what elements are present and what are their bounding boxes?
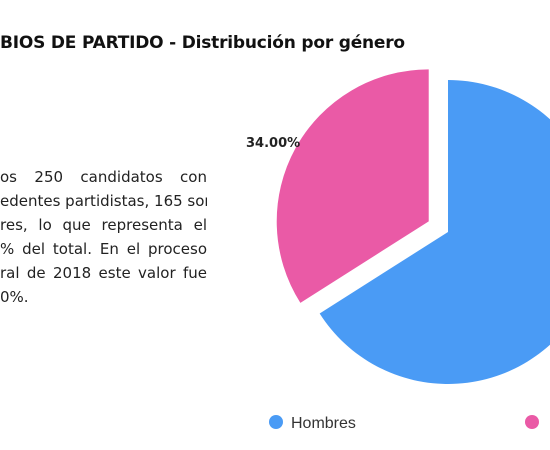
description-text: os 250 candidatos con edentes partidista… <box>0 165 207 309</box>
description-line: ral de 2018 este valor fue <box>0 264 207 282</box>
legend-marker-mujeres <box>525 415 539 429</box>
description-line: res, lo que representa el <box>0 216 207 234</box>
description-line: edentes partidistas, 165 son <box>0 192 207 210</box>
legend: Hombres <box>269 415 539 432</box>
slice-label-mujeres: 34.00% <box>246 136 300 151</box>
legend-label-hombres: Hombres <box>291 415 356 432</box>
slice-mujeres <box>276 69 429 303</box>
pie-slices <box>276 69 550 384</box>
chart-title: BIOS DE PARTIDO - Distribución por géner… <box>0 33 405 53</box>
description-line: 0%. <box>0 288 29 306</box>
description-line: os 250 candidatos con <box>0 168 207 186</box>
description-line: % del total. En el proceso <box>0 240 207 258</box>
slice-hombres <box>319 80 550 384</box>
legend-marker-hombres <box>269 415 283 429</box>
